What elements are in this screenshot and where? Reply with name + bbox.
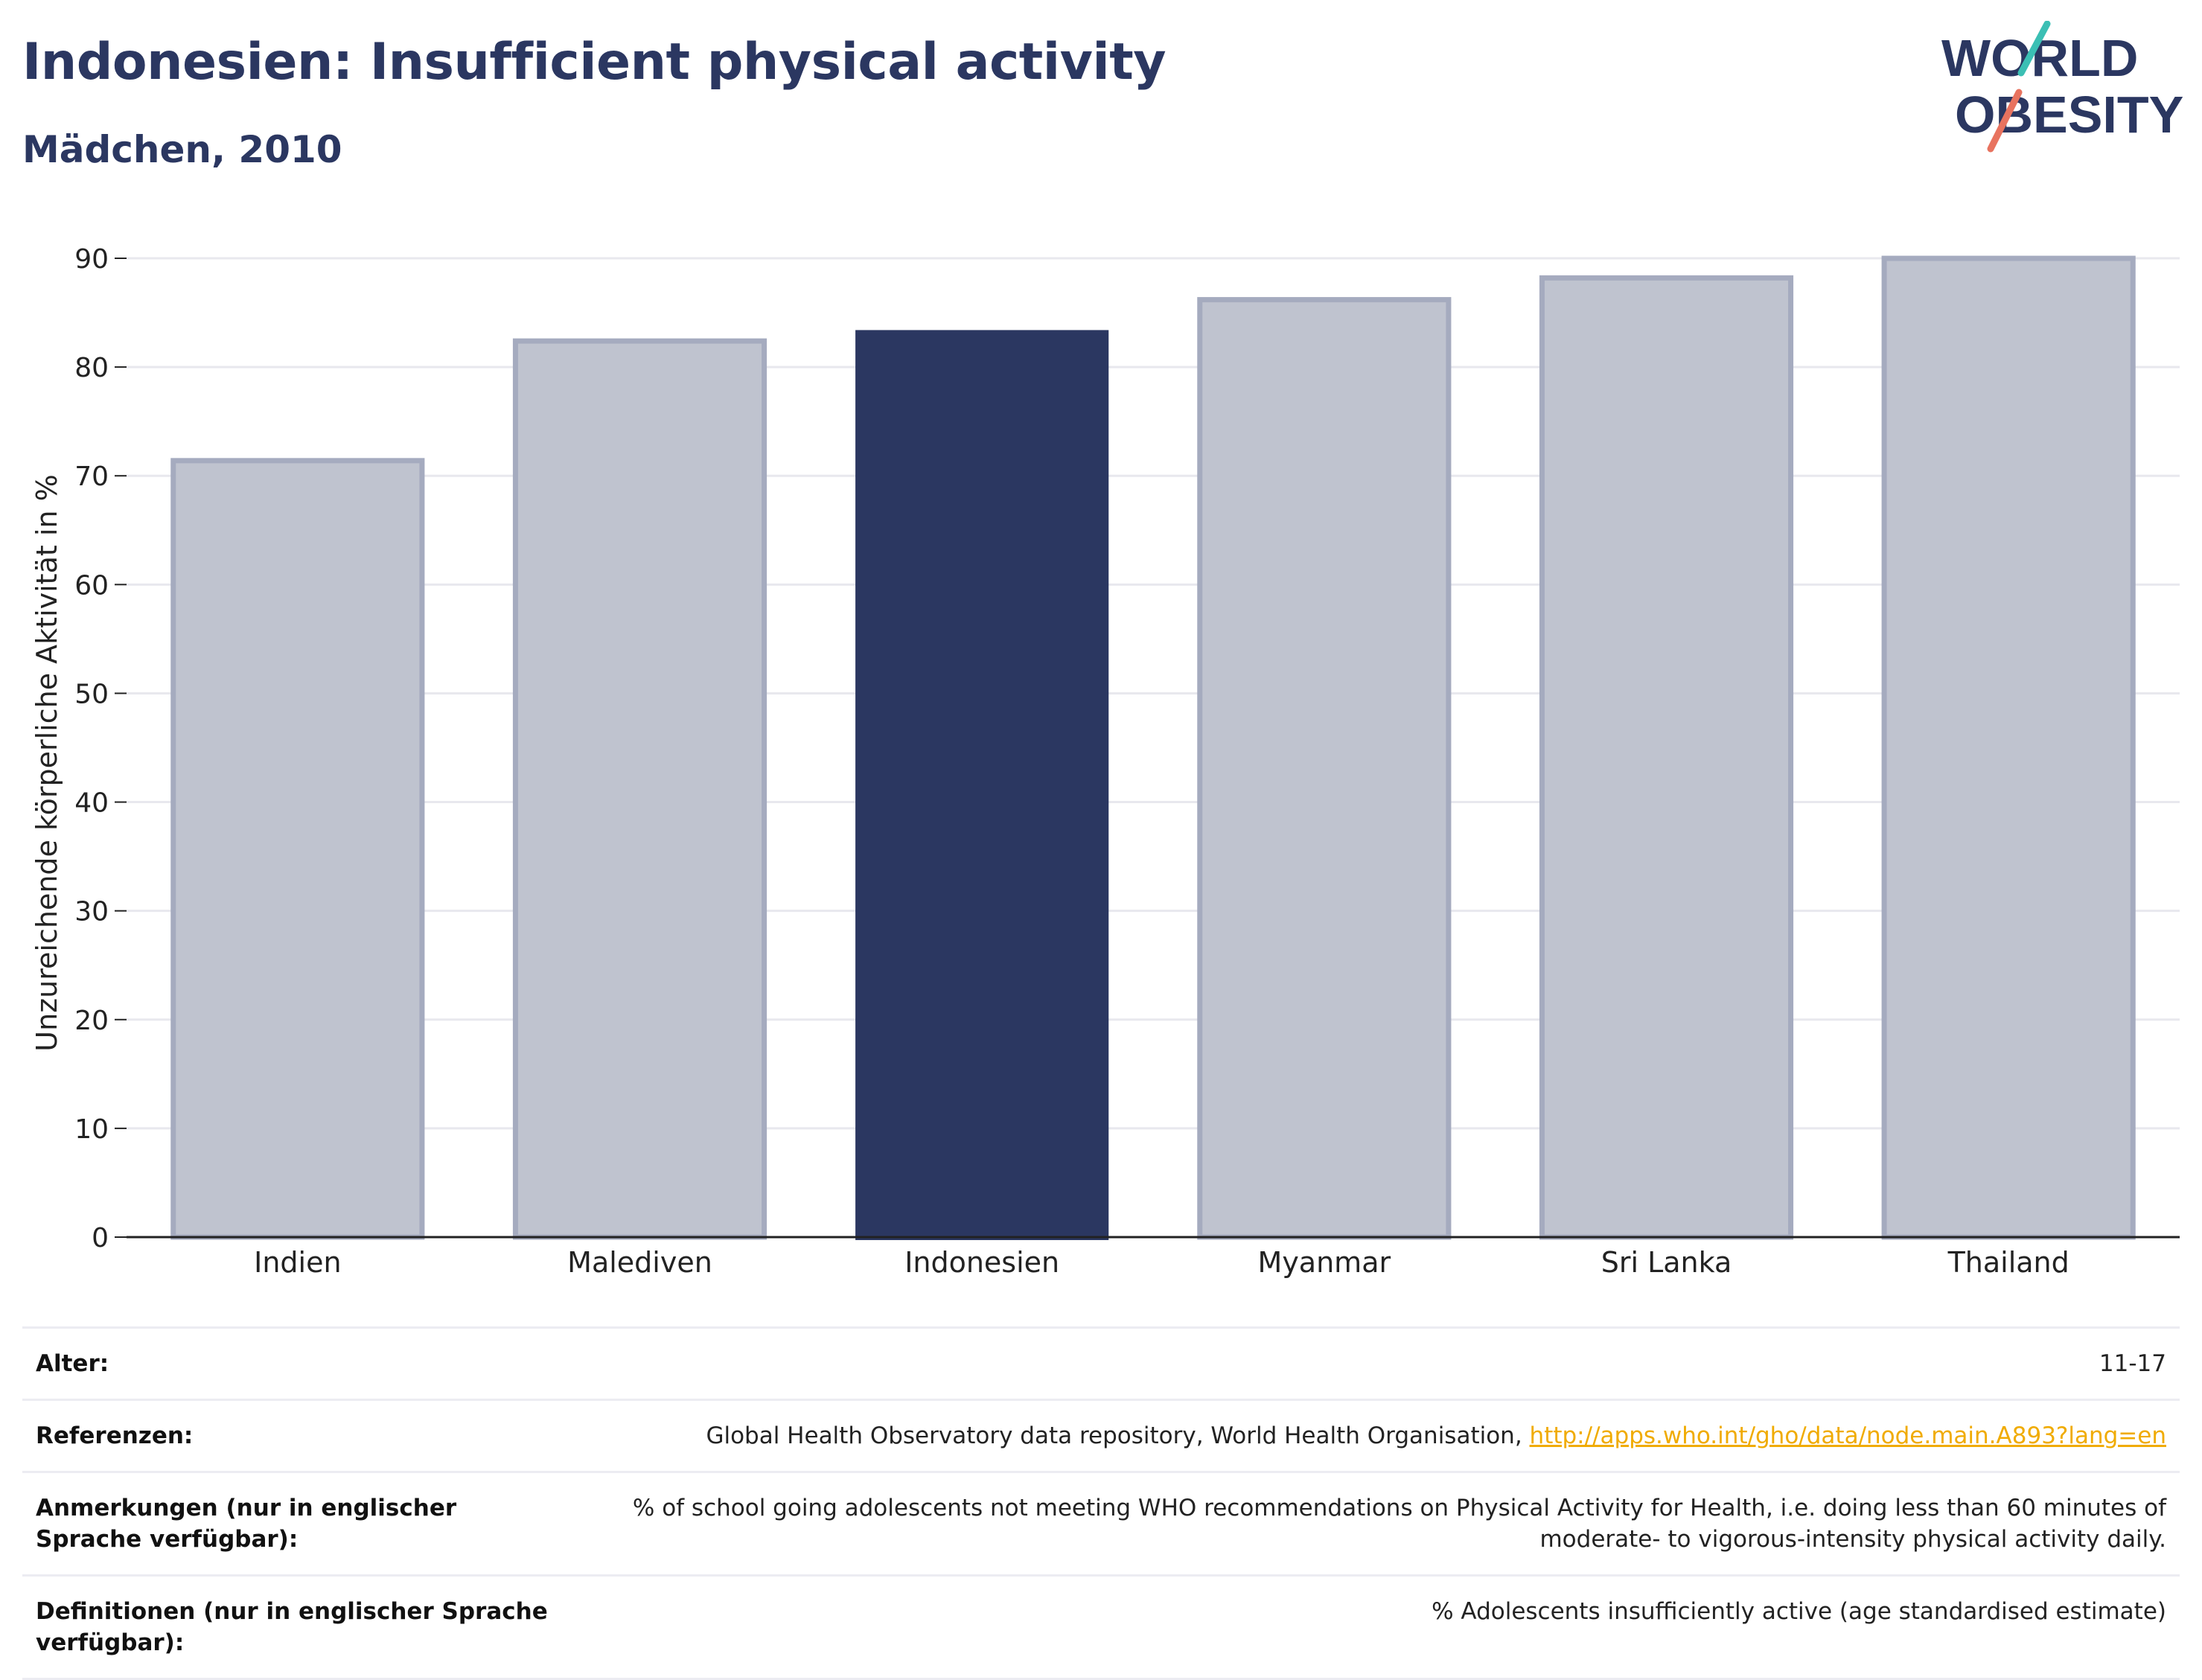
x-tick-label: Sri Lanka — [1601, 1246, 1732, 1279]
logo-slash-teal — [2017, 21, 2051, 77]
x-tick-label: Indonesien — [904, 1246, 1059, 1279]
x-tick-label: Indien — [254, 1246, 341, 1279]
bar-indien — [170, 458, 425, 1240]
info-row-references: Referenzen: Global Health Observatory da… — [22, 1399, 2180, 1473]
y-tick-label: 40 — [74, 788, 109, 819]
info-value: % of school going adolescents not meetin… — [570, 1471, 2180, 1577]
y-tick-label: 50 — [74, 679, 109, 709]
y-tick-label: 30 — [74, 897, 109, 927]
bar-malediven — [512, 338, 767, 1240]
reference-text: Global Health Observatory data repositor… — [706, 1422, 1530, 1449]
info-label: Definitionen (nur in englischer Sprache … — [22, 1574, 570, 1680]
info-table: Alter: 11-17 Referenzen: Global Health O… — [22, 1326, 2180, 1680]
info-row-notes: Anmerkungen (nur in englischer Sprache v… — [22, 1471, 2180, 1577]
bar-indonesien — [855, 330, 1109, 1240]
logo-line-2: OBESITY — [1955, 86, 2183, 144]
page-subtitle: Mädchen, 2010 — [22, 128, 342, 171]
y-axis-title: Unzureichende körperliche Aktivität in % — [31, 474, 63, 1051]
y-tick-label: 70 — [74, 461, 109, 492]
y-tick-label: 10 — [74, 1114, 109, 1145]
info-value: Global Health Observatory data repositor… — [570, 1399, 2180, 1473]
y-tick-label: 60 — [74, 570, 109, 601]
grid-lines — [127, 257, 2180, 1130]
x-tick-label: Myanmar — [1258, 1246, 1391, 1279]
bar-chart: 0 10 20 30 40 50 60 70 80 90 Indien Malediven Indone… — [31, 244, 2180, 1279]
world-obesity-logo[interactable]: WORLD OBESITY — [1935, 21, 2189, 162]
y-tick-label: 0 — [92, 1223, 109, 1253]
x-tick-label: Thailand — [1947, 1246, 2069, 1279]
info-value: 11-17 — [570, 1326, 2180, 1401]
bar-myanmar — [1197, 297, 1452, 1240]
bars — [170, 255, 2136, 1240]
info-value: % Adolescents insufficiently active (age… — [570, 1574, 2180, 1680]
bar-thailand — [1881, 255, 2136, 1240]
axes: 0 10 20 30 40 50 60 70 80 90 Indien Malediven Indone… — [74, 244, 2180, 1279]
y-tick-label: 80 — [74, 353, 109, 383]
page-title: Indonesien: Insufficient physical activi… — [22, 33, 1167, 92]
bar-sri-lanka — [1539, 275, 1794, 1240]
info-label: Anmerkungen (nur in englischer Sprache v… — [22, 1471, 570, 1577]
y-tick-label: 20 — [74, 1006, 109, 1036]
info-label: Referenzen: — [22, 1399, 570, 1473]
y-tick-label: 90 — [74, 244, 109, 275]
logo-slash-coral — [1987, 89, 2023, 153]
info-label: Alter: — [22, 1326, 570, 1401]
info-row-definitions: Definitionen (nur in englischer Sprache … — [22, 1574, 2180, 1680]
reference-link[interactable]: http://apps.who.int/gho/data/node.main.A… — [1529, 1422, 2166, 1449]
x-tick-label: Malediven — [567, 1246, 712, 1279]
info-row-age: Alter: 11-17 — [22, 1326, 2180, 1401]
